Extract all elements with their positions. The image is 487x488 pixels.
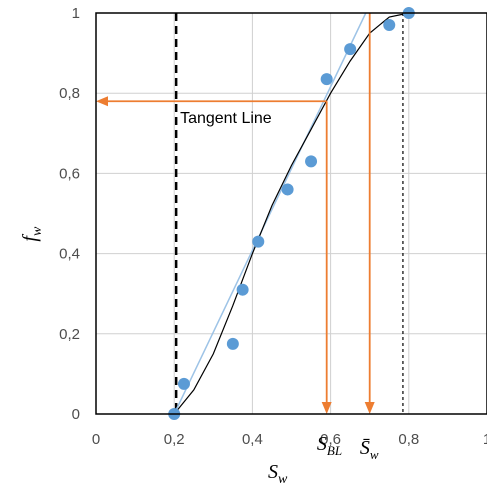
data-point (236, 283, 249, 296)
y-axis-label-sub: w (30, 226, 45, 236)
line-layer (173, 12, 409, 415)
y-axis-label: fw (19, 226, 45, 242)
data-point (226, 337, 239, 350)
tangent-line-label: Tangent Line (180, 110, 272, 127)
sbl-arrow-head (321, 402, 332, 414)
x-tick-label: 0,4 (242, 431, 263, 448)
tick-layer: 0 0,2 0,4 0,6 0,8 1 0 0,2 0,4 0,6 0,8 1 (59, 5, 487, 448)
y-tick-label: 0,6 (59, 165, 80, 182)
grid-layer (95, 12, 487, 415)
x-axis-label-main: S (268, 461, 278, 483)
horizontal-arrow-head (96, 96, 108, 107)
y-tick-label: 1 (72, 5, 80, 22)
y-axis-label-main: f (19, 234, 41, 242)
plot-frame (95, 12, 487, 415)
data-point (344, 43, 357, 56)
tangent-line (173, 12, 367, 415)
sw-bar-label-sub: w (370, 447, 379, 462)
data-point (177, 377, 190, 390)
data-point (281, 183, 294, 196)
point-layer (168, 7, 415, 420)
y-tick-label: 0,4 (59, 246, 80, 263)
x-axis-label: Sw (268, 461, 288, 487)
x-axis-label-sub: w (278, 472, 288, 487)
sw-bar-label: S̄w (360, 437, 379, 462)
arrow-layer (96, 13, 375, 414)
x-tick-label: 0,8 (398, 431, 419, 448)
sbl-label: SBL (317, 433, 342, 458)
data-point (305, 155, 318, 168)
sbl-label-main: S (317, 433, 327, 455)
data-point (383, 19, 396, 32)
x-tick-label: 0 (92, 431, 100, 448)
y-tick-label: 0 (72, 406, 80, 423)
fractional-flow-curve (173, 12, 409, 415)
sw-bar-label-main: S̄ (360, 437, 370, 459)
y-tick-label: 0,8 (59, 85, 80, 102)
sbl-label-sub: BL (327, 443, 342, 458)
data-point (320, 73, 333, 86)
data-point (252, 235, 265, 248)
sw-bar-arrow-head (364, 402, 375, 414)
x-tick-label: 0,6 (320, 431, 341, 448)
x-tick-label: 0,2 (164, 431, 185, 448)
x-tick-label: 1 (483, 431, 487, 448)
y-tick-label: 0,2 (59, 326, 80, 343)
